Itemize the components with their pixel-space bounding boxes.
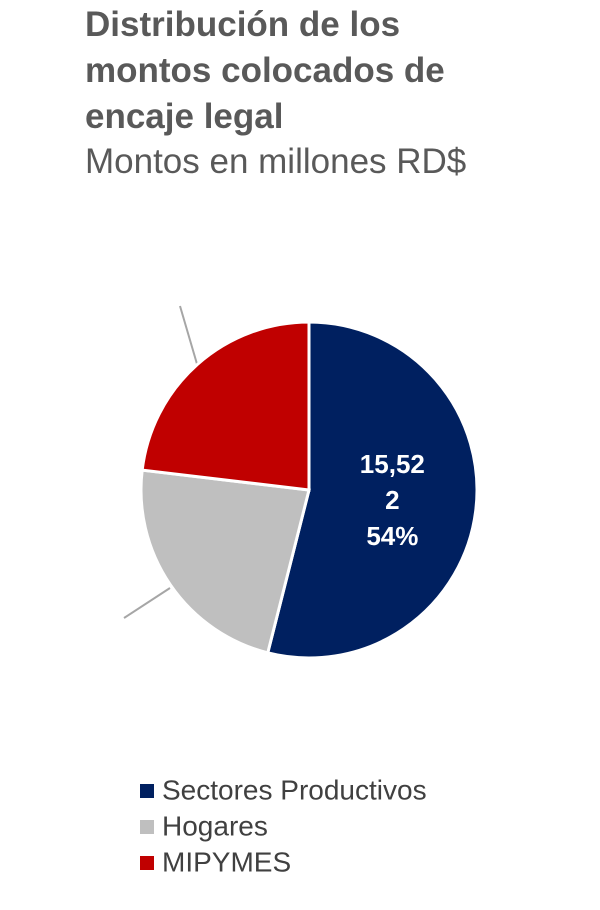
data-label: 15,522 54% xyxy=(332,446,452,554)
chart-subtitle: Montos en millones RD$ xyxy=(85,142,467,181)
legend-swatch xyxy=(140,856,154,870)
chart-title: Distribución de los montos colocados de … xyxy=(85,5,445,136)
legend-label: Sectores Productivos xyxy=(162,774,427,805)
pie-slice xyxy=(140,320,311,492)
pie-slice xyxy=(265,320,479,660)
pie-slice xyxy=(139,468,311,655)
leader-line xyxy=(179,305,198,365)
data-label-box: 15,522 54% xyxy=(332,446,452,554)
legend-swatch xyxy=(140,820,154,834)
legend-label: MIPYMES xyxy=(162,846,291,877)
legend-swatch xyxy=(140,784,154,798)
value-label: 15,522 xyxy=(359,449,425,516)
percent-label: 54% xyxy=(366,521,419,552)
leader-line xyxy=(123,587,171,619)
legend-label: Hogares xyxy=(162,810,268,841)
